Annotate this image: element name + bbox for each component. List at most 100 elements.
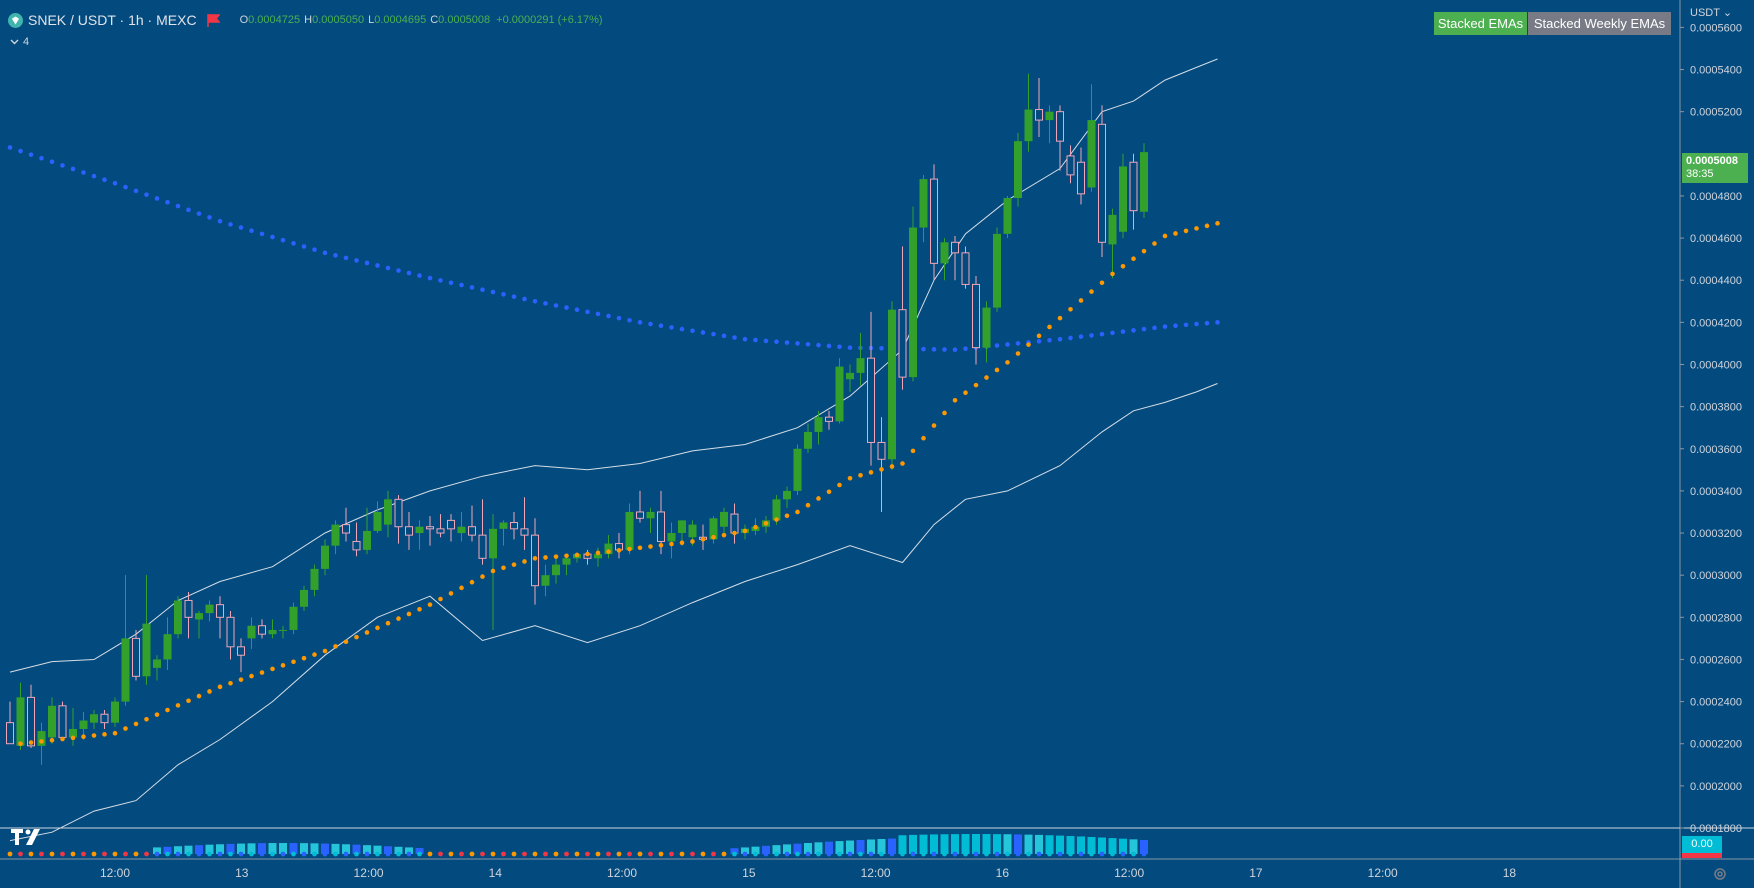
indicator-dot bbox=[921, 851, 926, 857]
price-tick-label: 0.0003000 bbox=[1690, 570, 1742, 582]
candle-body bbox=[1024, 109, 1033, 142]
indicator-bar bbox=[825, 841, 833, 854]
ema-fast-dot bbox=[942, 410, 947, 416]
candle-body bbox=[174, 600, 182, 635]
time-tick-label: 17 bbox=[1249, 866, 1263, 880]
ema-fast-dot bbox=[385, 620, 391, 626]
indicator-dot bbox=[1036, 851, 1042, 857]
stacked-weekly-emas-label[interactable]: Stacked Weekly EMAs bbox=[1528, 12, 1671, 35]
indicator-bar bbox=[930, 834, 938, 854]
ema-slow-dot bbox=[921, 346, 926, 352]
ema-fast-dot bbox=[301, 655, 307, 661]
candles bbox=[6, 73, 1148, 765]
ema-fast-dot bbox=[994, 367, 1000, 373]
candle-body bbox=[489, 528, 497, 559]
ema-fast-dot bbox=[585, 551, 590, 557]
ema-fast-dot bbox=[469, 579, 475, 585]
ema-slow-dot bbox=[1078, 334, 1084, 339]
gear-icon[interactable] bbox=[1712, 866, 1728, 882]
ema-fast-dot bbox=[679, 540, 685, 546]
ema-fast-dot bbox=[564, 553, 569, 559]
ema-slow-dot bbox=[763, 338, 769, 344]
candle-body bbox=[226, 616, 235, 648]
candle-body bbox=[667, 533, 676, 542]
indicator-dot bbox=[1005, 851, 1010, 857]
ema-fast-dot bbox=[112, 730, 118, 736]
candle-body bbox=[447, 519, 455, 530]
ema-fast-dot bbox=[1089, 289, 1094, 294]
indicator-dot bbox=[60, 851, 65, 857]
indicator-bar bbox=[195, 845, 203, 854]
stacked-emas-label[interactable]: Stacked EMAs bbox=[1434, 12, 1527, 35]
tradingview-logo-icon[interactable] bbox=[10, 827, 42, 847]
ema-slow-dot bbox=[228, 222, 233, 227]
candle-body bbox=[268, 629, 277, 635]
candle-body bbox=[982, 307, 991, 348]
indicator-dot bbox=[175, 851, 181, 857]
candle-body bbox=[940, 242, 949, 264]
ema-slow-dot bbox=[343, 255, 349, 261]
indicator-dot bbox=[994, 851, 1000, 857]
close-label: C bbox=[430, 14, 439, 26]
indicator-dot bbox=[1099, 851, 1105, 857]
candle-body bbox=[247, 625, 256, 639]
ema-fast-dot bbox=[312, 652, 317, 657]
indicator-bar bbox=[1140, 840, 1148, 854]
currency-label: USDT bbox=[1690, 7, 1720, 19]
candle-body bbox=[1014, 141, 1022, 199]
indicator-dot bbox=[522, 851, 527, 857]
ema-slow-dot bbox=[280, 237, 286, 243]
ema-slow-dot bbox=[375, 263, 380, 268]
ema-fast-series bbox=[18, 221, 1220, 747]
candle-body bbox=[405, 526, 413, 536]
indicator-bar bbox=[1024, 834, 1033, 854]
ema-fast-dot bbox=[91, 733, 97, 738]
currency-selector[interactable]: USDT ⌄ bbox=[1690, 6, 1732, 19]
ema-slow-dot bbox=[165, 199, 170, 205]
indicator-dot bbox=[679, 851, 685, 857]
price-tick-label: 0.0003200 bbox=[1690, 528, 1742, 540]
indicator-bar bbox=[205, 844, 214, 854]
candle-body bbox=[993, 233, 1001, 308]
indicators-collapse-button[interactable]: 4 bbox=[10, 33, 40, 50]
indicator-bar bbox=[310, 843, 319, 854]
ema-fast-dot bbox=[931, 423, 937, 428]
indicator-bar bbox=[1003, 834, 1012, 854]
ema-slow-dot bbox=[501, 292, 506, 297]
ema-slow-dot bbox=[1162, 324, 1168, 329]
ema-fast-dot bbox=[774, 517, 779, 522]
ema-fast-dot bbox=[648, 544, 653, 549]
ema-slow-dot bbox=[249, 228, 254, 234]
indicator-dot bbox=[658, 851, 664, 857]
candle-body bbox=[111, 701, 119, 723]
price-tick-label: 0.0003800 bbox=[1690, 402, 1742, 414]
symbol-title[interactable]: SNEK / USDT · 1h · MEXC bbox=[28, 12, 197, 28]
price-tick-label: 0.0004000 bbox=[1690, 359, 1742, 371]
indicator-bar bbox=[1035, 834, 1043, 854]
ema-slow-dot bbox=[1089, 333, 1094, 338]
ema-slow-dot bbox=[1183, 322, 1189, 328]
indicator-value-label: 0.00 bbox=[1682, 836, 1722, 853]
ema-fast-dot bbox=[858, 473, 863, 478]
indicator-dot bbox=[816, 851, 821, 857]
change-value: +0.0000291 (+6.17%) bbox=[496, 14, 603, 26]
ema-slow-dot bbox=[312, 247, 317, 252]
indicator-bar bbox=[394, 846, 403, 854]
indicator-bar bbox=[258, 843, 266, 854]
price-tick-label: 0.0004600 bbox=[1690, 233, 1742, 245]
ema-fast-dot bbox=[900, 461, 905, 466]
ema-fast-dot bbox=[700, 537, 706, 542]
indicator-dot bbox=[501, 851, 506, 857]
indicator-dot bbox=[280, 851, 286, 857]
ema-slow-dot bbox=[102, 177, 107, 183]
candle-body bbox=[394, 498, 403, 528]
candle-body bbox=[142, 623, 151, 677]
candle-body bbox=[709, 518, 718, 540]
indicator-bar bbox=[835, 841, 844, 854]
ema-slow-dot bbox=[1120, 329, 1126, 334]
flag-icon[interactable] bbox=[206, 13, 220, 27]
candle-body bbox=[720, 511, 728, 527]
ema-slow-dot bbox=[616, 315, 622, 321]
candle-body bbox=[1129, 161, 1138, 212]
